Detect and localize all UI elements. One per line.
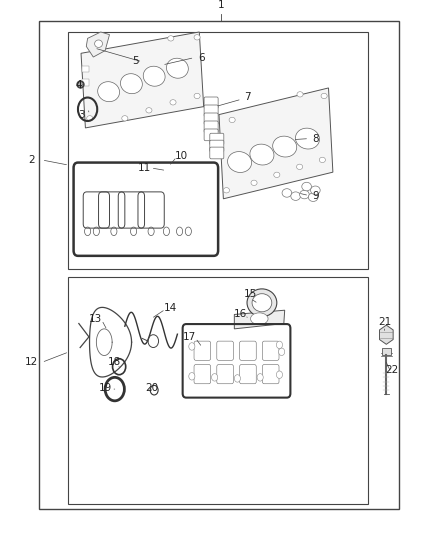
- Text: 2: 2: [28, 155, 35, 165]
- Ellipse shape: [274, 172, 280, 177]
- Ellipse shape: [194, 93, 200, 99]
- Ellipse shape: [95, 40, 102, 47]
- Ellipse shape: [170, 100, 176, 105]
- Circle shape: [189, 343, 195, 350]
- Ellipse shape: [166, 58, 188, 78]
- Text: 14: 14: [164, 303, 177, 313]
- FancyBboxPatch shape: [210, 133, 224, 145]
- Circle shape: [276, 371, 283, 378]
- Ellipse shape: [297, 92, 303, 97]
- Text: 10: 10: [175, 151, 188, 160]
- Text: 16: 16: [233, 310, 247, 319]
- Polygon shape: [379, 325, 393, 344]
- Ellipse shape: [194, 35, 200, 40]
- Text: 17: 17: [183, 332, 196, 342]
- Text: 22: 22: [385, 365, 399, 375]
- Bar: [68, 32, 368, 269]
- Circle shape: [276, 341, 283, 349]
- Text: 8: 8: [312, 134, 319, 143]
- FancyBboxPatch shape: [204, 113, 218, 125]
- Text: 19: 19: [99, 383, 112, 393]
- Text: 12: 12: [25, 358, 38, 367]
- Ellipse shape: [229, 117, 235, 123]
- Ellipse shape: [300, 190, 309, 199]
- Ellipse shape: [302, 182, 311, 191]
- Text: 20: 20: [145, 383, 159, 393]
- Text: 7: 7: [244, 92, 251, 102]
- Circle shape: [257, 374, 263, 381]
- Ellipse shape: [319, 157, 325, 163]
- Ellipse shape: [120, 74, 142, 94]
- Ellipse shape: [250, 144, 274, 165]
- Ellipse shape: [93, 44, 99, 50]
- Ellipse shape: [228, 151, 251, 173]
- Text: 15: 15: [244, 289, 257, 299]
- FancyBboxPatch shape: [210, 140, 224, 152]
- Bar: [82, 66, 89, 72]
- Bar: [82, 79, 89, 86]
- Bar: [382, 348, 391, 355]
- Ellipse shape: [273, 136, 297, 157]
- Ellipse shape: [143, 66, 165, 86]
- FancyBboxPatch shape: [204, 105, 218, 117]
- Text: 13: 13: [89, 314, 102, 324]
- Polygon shape: [81, 32, 204, 128]
- Polygon shape: [219, 88, 333, 199]
- Ellipse shape: [247, 289, 277, 317]
- Text: 5: 5: [132, 56, 139, 66]
- Ellipse shape: [87, 116, 93, 121]
- Text: 11: 11: [138, 163, 151, 173]
- Text: 18: 18: [108, 358, 121, 367]
- Ellipse shape: [282, 189, 292, 197]
- Ellipse shape: [252, 294, 272, 312]
- Polygon shape: [234, 310, 285, 329]
- Text: 9: 9: [312, 191, 319, 200]
- Text: 6: 6: [198, 53, 205, 62]
- Circle shape: [234, 375, 240, 382]
- Ellipse shape: [168, 36, 174, 41]
- Text: 3: 3: [78, 110, 85, 119]
- Bar: [39, 21, 399, 509]
- Ellipse shape: [122, 116, 128, 121]
- Ellipse shape: [291, 192, 300, 200]
- Ellipse shape: [321, 93, 327, 99]
- Ellipse shape: [146, 108, 152, 113]
- Ellipse shape: [251, 180, 257, 185]
- Bar: [68, 277, 368, 504]
- Circle shape: [189, 373, 195, 380]
- Ellipse shape: [251, 313, 268, 325]
- Circle shape: [279, 348, 285, 356]
- Text: 1: 1: [218, 0, 225, 10]
- Ellipse shape: [223, 188, 230, 193]
- Text: 4: 4: [75, 80, 82, 90]
- FancyBboxPatch shape: [210, 147, 224, 159]
- Ellipse shape: [311, 186, 320, 195]
- Ellipse shape: [98, 82, 120, 102]
- FancyBboxPatch shape: [204, 97, 218, 109]
- Ellipse shape: [308, 193, 318, 201]
- Polygon shape: [86, 32, 110, 57]
- FancyBboxPatch shape: [204, 121, 218, 133]
- FancyBboxPatch shape: [204, 129, 218, 141]
- Text: 21: 21: [378, 318, 391, 327]
- Ellipse shape: [296, 128, 319, 149]
- Ellipse shape: [297, 164, 303, 169]
- Circle shape: [212, 374, 218, 381]
